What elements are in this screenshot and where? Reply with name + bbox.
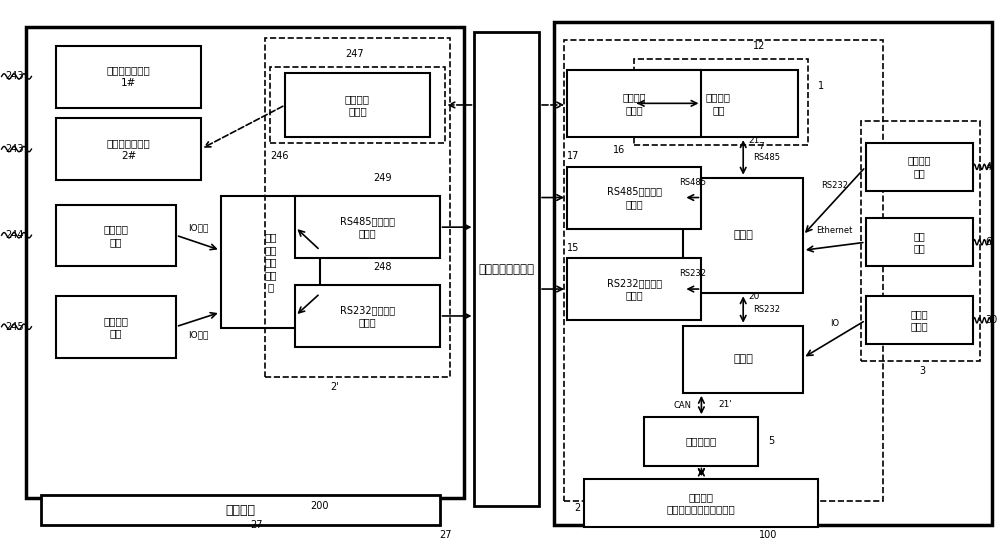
FancyBboxPatch shape (866, 296, 973, 345)
Text: 触摸显示一体机
2#: 触摸显示一体机 2# (107, 138, 150, 160)
FancyBboxPatch shape (639, 70, 798, 137)
Text: IO信号: IO信号 (188, 330, 208, 339)
FancyBboxPatch shape (683, 326, 803, 393)
Text: 20: 20 (748, 293, 760, 301)
Text: 2': 2' (330, 382, 339, 392)
FancyBboxPatch shape (474, 33, 539, 506)
Text: 200: 200 (310, 501, 329, 511)
Text: 整车操作
手柄: 整车操作 手柄 (104, 316, 129, 338)
Text: RS232数传电台
接收机: RS232数传电台 接收机 (607, 278, 662, 300)
Text: 拍摄部件
云台: 拍摄部件 云台 (706, 93, 731, 115)
FancyBboxPatch shape (683, 178, 803, 293)
FancyBboxPatch shape (644, 417, 758, 466)
Text: 16: 16 (613, 145, 625, 156)
Text: 30: 30 (985, 315, 997, 325)
Text: 7: 7 (758, 141, 764, 151)
FancyBboxPatch shape (41, 495, 440, 525)
Text: RS232: RS232 (679, 269, 706, 278)
Text: RS232: RS232 (753, 305, 780, 314)
Text: 248: 248 (373, 262, 391, 272)
Text: 12: 12 (753, 41, 766, 51)
Text: 243: 243 (5, 72, 23, 81)
Text: 激光
雷达: 激光 雷达 (914, 231, 925, 254)
Text: 处理器: 处理器 (733, 230, 753, 241)
Text: 导航定位
系统: 导航定位 系统 (908, 156, 931, 178)
Text: 超声波
传感器: 超声波 传感器 (911, 309, 928, 332)
Text: 多路
信号
采集
电路
板: 多路 信号 采集 电路 板 (264, 233, 277, 292)
Text: 27: 27 (440, 530, 452, 540)
Text: 21': 21' (718, 400, 732, 409)
Text: 15: 15 (567, 243, 579, 253)
FancyBboxPatch shape (554, 22, 992, 525)
Text: 2: 2 (574, 504, 580, 513)
Text: 工控机: 工控机 (733, 354, 753, 364)
Text: RS485数传电台
发射机: RS485数传电台 发射机 (340, 216, 395, 238)
FancyBboxPatch shape (56, 204, 176, 267)
Text: RS232数传电台
发射机: RS232数传电台 发射机 (340, 305, 395, 327)
Text: 100: 100 (759, 530, 777, 540)
Text: 3: 3 (919, 366, 925, 376)
Text: 云台操作
手柄: 云台操作 手柄 (104, 224, 129, 247)
Text: 移动电源: 移动电源 (225, 504, 255, 517)
Text: 21: 21 (748, 137, 760, 145)
Text: 5: 5 (768, 436, 774, 447)
Text: 触摸显示一体机
1#: 触摸显示一体机 1# (107, 66, 150, 88)
Text: 17: 17 (567, 151, 579, 162)
Text: 1: 1 (818, 81, 824, 91)
Text: Ethernet: Ethernet (816, 227, 852, 235)
Text: 图传电台
接收机: 图传电台 接收机 (345, 94, 370, 116)
Text: RS485: RS485 (753, 153, 780, 162)
Text: 243: 243 (5, 144, 23, 154)
FancyBboxPatch shape (285, 73, 430, 137)
Text: RS485数传电台
接收机: RS485数传电台 接收机 (607, 186, 662, 209)
FancyBboxPatch shape (56, 118, 201, 180)
Text: 244: 244 (5, 230, 23, 240)
FancyBboxPatch shape (295, 196, 440, 259)
FancyBboxPatch shape (56, 46, 201, 108)
Text: 6: 6 (985, 237, 991, 247)
Text: RS232: RS232 (821, 181, 848, 190)
Text: CAN: CAN (673, 401, 691, 410)
Text: IO信号: IO信号 (188, 223, 208, 232)
Text: 247: 247 (346, 49, 364, 59)
Text: 电台射频信号传输: 电台射频信号传输 (479, 263, 535, 276)
Text: RS485: RS485 (679, 178, 706, 187)
FancyBboxPatch shape (26, 27, 464, 498)
Text: 图传电台
发射机: 图传电台 发射机 (622, 93, 646, 115)
FancyBboxPatch shape (221, 196, 320, 328)
FancyBboxPatch shape (584, 479, 818, 527)
FancyBboxPatch shape (295, 285, 440, 347)
Text: 4: 4 (985, 162, 991, 172)
Text: 底层控制器: 底层控制器 (685, 436, 717, 447)
FancyBboxPatch shape (567, 259, 701, 320)
Text: IO: IO (830, 319, 839, 328)
FancyBboxPatch shape (866, 218, 973, 267)
Text: 249: 249 (373, 173, 391, 183)
Text: 246: 246 (270, 151, 289, 161)
Text: 执行装置
（油门、转向、制动等）: 执行装置 （油门、转向、制动等） (667, 492, 735, 514)
FancyBboxPatch shape (56, 296, 176, 358)
FancyBboxPatch shape (866, 143, 973, 191)
FancyBboxPatch shape (567, 70, 701, 137)
FancyBboxPatch shape (567, 167, 701, 229)
Text: 245: 245 (5, 322, 23, 332)
Text: 27: 27 (250, 520, 263, 530)
